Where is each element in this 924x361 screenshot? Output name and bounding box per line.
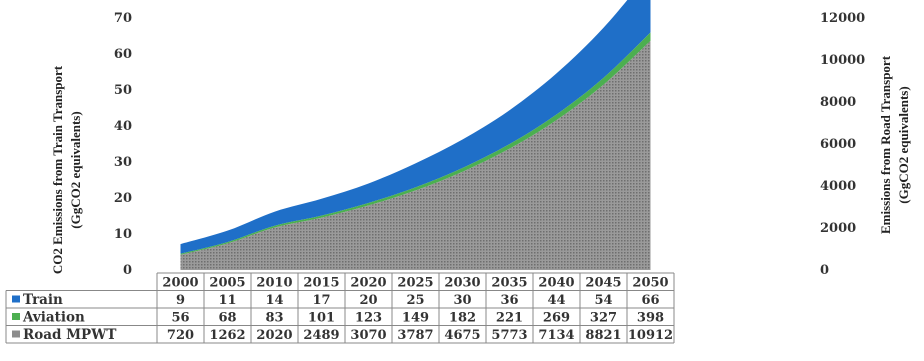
- data-label: 720: [167, 328, 194, 343]
- data-label: 8821: [585, 328, 621, 343]
- data-label: 398: [637, 311, 664, 326]
- data-label: 9: [176, 293, 185, 308]
- right-tick-label: 10000: [820, 53, 865, 68]
- data-label: 269: [543, 311, 570, 326]
- right-tick-label: 8000: [820, 95, 856, 110]
- x-tick-label: 2005: [209, 276, 245, 291]
- data-label: 14: [265, 293, 283, 308]
- data-label: 56: [171, 311, 189, 326]
- x-tick-label: 2025: [397, 276, 433, 291]
- right-tick-label: 4000: [820, 179, 856, 194]
- data-label: 149: [402, 311, 429, 326]
- x-tick-label: 2000: [162, 276, 198, 291]
- x-tick-label: 2020: [350, 276, 386, 291]
- right-axis-ticks: 0 2000 4000 6000 8000 10000 12000: [820, 11, 865, 278]
- x-tick-label: 2015: [303, 276, 339, 291]
- data-label: 20: [359, 293, 377, 308]
- data-label: 66: [641, 293, 659, 308]
- data-label: 11: [218, 293, 236, 308]
- data-label: 1262: [209, 328, 245, 343]
- data-label: 221: [496, 311, 523, 326]
- data-label: 17: [312, 293, 330, 308]
- data-label: 3070: [350, 328, 386, 343]
- left-axis-title-line2: (GgCO2 equivalents): [68, 111, 83, 228]
- right-tick-label: 6000: [820, 137, 856, 152]
- data-label: 2020: [256, 328, 292, 343]
- data-table: 2000 2005 2010 2015 2020 2025 2030 2035 2040 2045…: [5, 272, 675, 344]
- data-label: 36: [500, 293, 518, 308]
- road-area: [180, 40, 651, 271]
- left-tick-label: 20: [114, 191, 132, 206]
- data-label: 2489: [303, 328, 339, 343]
- plot-areas: [180, 0, 651, 271]
- x-tick-label: 2035: [491, 276, 527, 291]
- data-label: 4675: [444, 328, 480, 343]
- right-tick-label: 0: [820, 263, 829, 278]
- table-row-label: Train: [23, 292, 63, 308]
- right-axis-title-line2: (GgCO2 equivalents): [896, 86, 911, 203]
- right-axis-title-line1: Emissions from Road Transport: [878, 55, 893, 234]
- left-axis-ticks: 0 10 20 30 40 50 60 70: [114, 11, 132, 278]
- left-axis-title-line1: CO2 Emissions from Train Transport: [50, 65, 65, 274]
- right-tick-label: 12000: [820, 11, 865, 26]
- x-tick-label: 2040: [538, 276, 574, 291]
- data-label: 25: [406, 293, 424, 308]
- data-label: 44: [547, 293, 565, 308]
- x-tick-label: 2010: [256, 276, 292, 291]
- left-tick-label: 60: [114, 47, 132, 62]
- data-label: 182: [449, 311, 476, 326]
- data-label: 5773: [491, 328, 527, 343]
- data-label: 83: [265, 311, 283, 326]
- left-tick-label: 30: [114, 155, 132, 170]
- x-tick-label: 2030: [444, 276, 480, 291]
- data-label: 101: [308, 311, 335, 326]
- data-label: 68: [218, 311, 236, 326]
- x-tick-label: 2050: [632, 276, 668, 291]
- left-tick-label: 10: [114, 227, 132, 242]
- legend-swatch: [12, 313, 20, 320]
- legend-swatch: [12, 330, 20, 338]
- data-label: 54: [594, 293, 612, 308]
- data-label: 123: [355, 311, 382, 326]
- left-tick-label: 70: [114, 11, 132, 26]
- left-tick-label: 50: [114, 83, 132, 98]
- legend-swatch: [12, 295, 20, 303]
- table-row-label: Aviation: [22, 310, 85, 326]
- left-tick-label: 40: [114, 119, 132, 134]
- data-label: 7134: [538, 328, 574, 343]
- x-tick-label: 2045: [585, 276, 621, 291]
- right-tick-label: 2000: [820, 221, 856, 236]
- data-label: 327: [590, 311, 617, 326]
- left-tick-label: 0: [123, 263, 132, 278]
- data-label: 30: [453, 293, 471, 308]
- data-label: 3787: [397, 328, 433, 343]
- table-row-label: Road MPWT: [23, 327, 116, 343]
- data-label: 10912: [628, 328, 673, 343]
